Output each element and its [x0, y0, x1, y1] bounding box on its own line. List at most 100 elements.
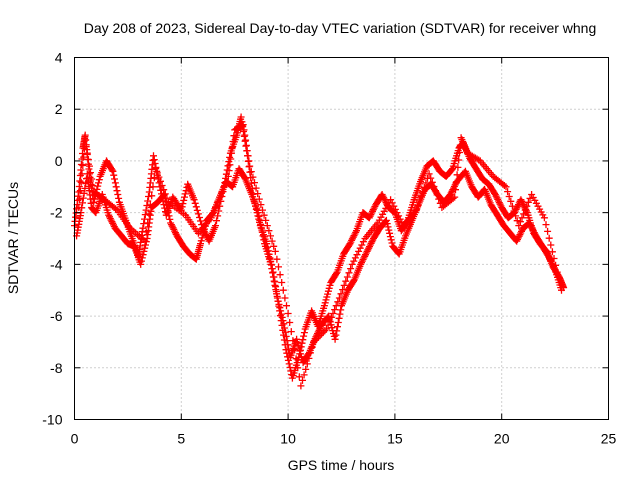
data-point	[269, 273, 277, 281]
data-point	[245, 157, 253, 165]
data-point	[512, 212, 520, 220]
data-point	[279, 286, 287, 294]
data-point	[179, 200, 187, 208]
data-point	[455, 156, 463, 164]
data-point	[239, 121, 247, 129]
data-point	[268, 265, 276, 273]
data-point	[358, 257, 366, 265]
data-point	[276, 304, 284, 312]
data-point	[519, 201, 527, 209]
data-point	[212, 204, 219, 211]
data-point	[222, 178, 230, 186]
data-point	[361, 252, 369, 260]
data-point	[517, 196, 525, 204]
data-point	[544, 227, 552, 235]
data-point	[293, 335, 301, 343]
y-tick-label: 0	[55, 153, 63, 169]
data-point	[510, 207, 518, 215]
data-point	[76, 195, 84, 203]
data-point	[388, 239, 396, 247]
data-point	[417, 193, 425, 200]
data-point	[95, 179, 102, 187]
data-point	[273, 294, 281, 302]
data-point	[425, 170, 433, 178]
data-point	[359, 256, 367, 263]
data-point	[155, 173, 163, 181]
data-point	[228, 149, 235, 157]
data-point	[107, 216, 115, 224]
data-point	[230, 132, 238, 140]
data-point	[342, 277, 350, 285]
data-point	[550, 255, 558, 262]
data-point	[366, 212, 374, 220]
data-point	[381, 197, 389, 205]
data-point	[542, 221, 550, 229]
data-point	[324, 321, 332, 329]
y-tick-label: -4	[50, 256, 63, 272]
data-point	[526, 194, 534, 202]
data-point	[297, 382, 305, 390]
data-point	[165, 212, 173, 220]
data-point	[109, 167, 117, 175]
data-point	[518, 214, 526, 222]
data-point	[350, 257, 358, 265]
data-point	[515, 232, 523, 240]
data-point	[258, 228, 266, 236]
data-point	[456, 149, 463, 156]
data-point	[273, 255, 281, 263]
y-tick-label: -10	[42, 412, 62, 428]
data-point	[259, 232, 267, 240]
data-point	[105, 211, 113, 219]
data-point	[220, 183, 228, 191]
data-point	[281, 328, 289, 336]
data-point	[87, 169, 94, 177]
data-point	[79, 199, 86, 207]
data-point	[244, 152, 252, 160]
data-point	[257, 220, 265, 228]
data-point	[164, 208, 172, 216]
data-point	[294, 364, 302, 372]
data-point	[271, 281, 279, 289]
data-point	[140, 247, 148, 255]
data-point	[247, 168, 255, 176]
data-point	[191, 199, 199, 207]
data-point	[385, 226, 393, 234]
data-point	[180, 196, 188, 204]
data-point	[169, 224, 177, 232]
data-point	[278, 313, 286, 321]
data-point	[112, 183, 120, 191]
data-point	[451, 193, 459, 201]
data-point	[517, 229, 525, 237]
data-point	[351, 230, 359, 238]
data-point	[281, 324, 289, 332]
data-point	[287, 328, 295, 336]
data-point	[366, 243, 373, 251]
data-point	[108, 166, 116, 174]
data-point	[76, 187, 84, 195]
data-point	[548, 259, 556, 267]
data-point	[346, 240, 354, 248]
data-point	[298, 339, 306, 347]
data-point	[268, 237, 276, 245]
data-point	[540, 214, 548, 222]
data-point	[79, 194, 87, 202]
data-point	[275, 263, 282, 271]
data-point	[113, 187, 121, 195]
data-point	[493, 194, 501, 202]
data-point	[530, 227, 537, 235]
data-point	[238, 121, 246, 129]
data-point	[323, 325, 330, 333]
data-series	[73, 165, 565, 367]
data-point	[359, 238, 367, 246]
data-point	[453, 171, 461, 179]
data-point	[505, 193, 513, 200]
data-point	[259, 206, 266, 214]
data-point	[226, 153, 234, 161]
x-tick-label: 15	[387, 431, 403, 447]
data-point	[150, 156, 158, 164]
data-point	[249, 173, 257, 181]
data-point	[216, 193, 224, 201]
data-point	[391, 205, 399, 213]
data-point	[521, 206, 529, 214]
data-point	[494, 195, 502, 203]
